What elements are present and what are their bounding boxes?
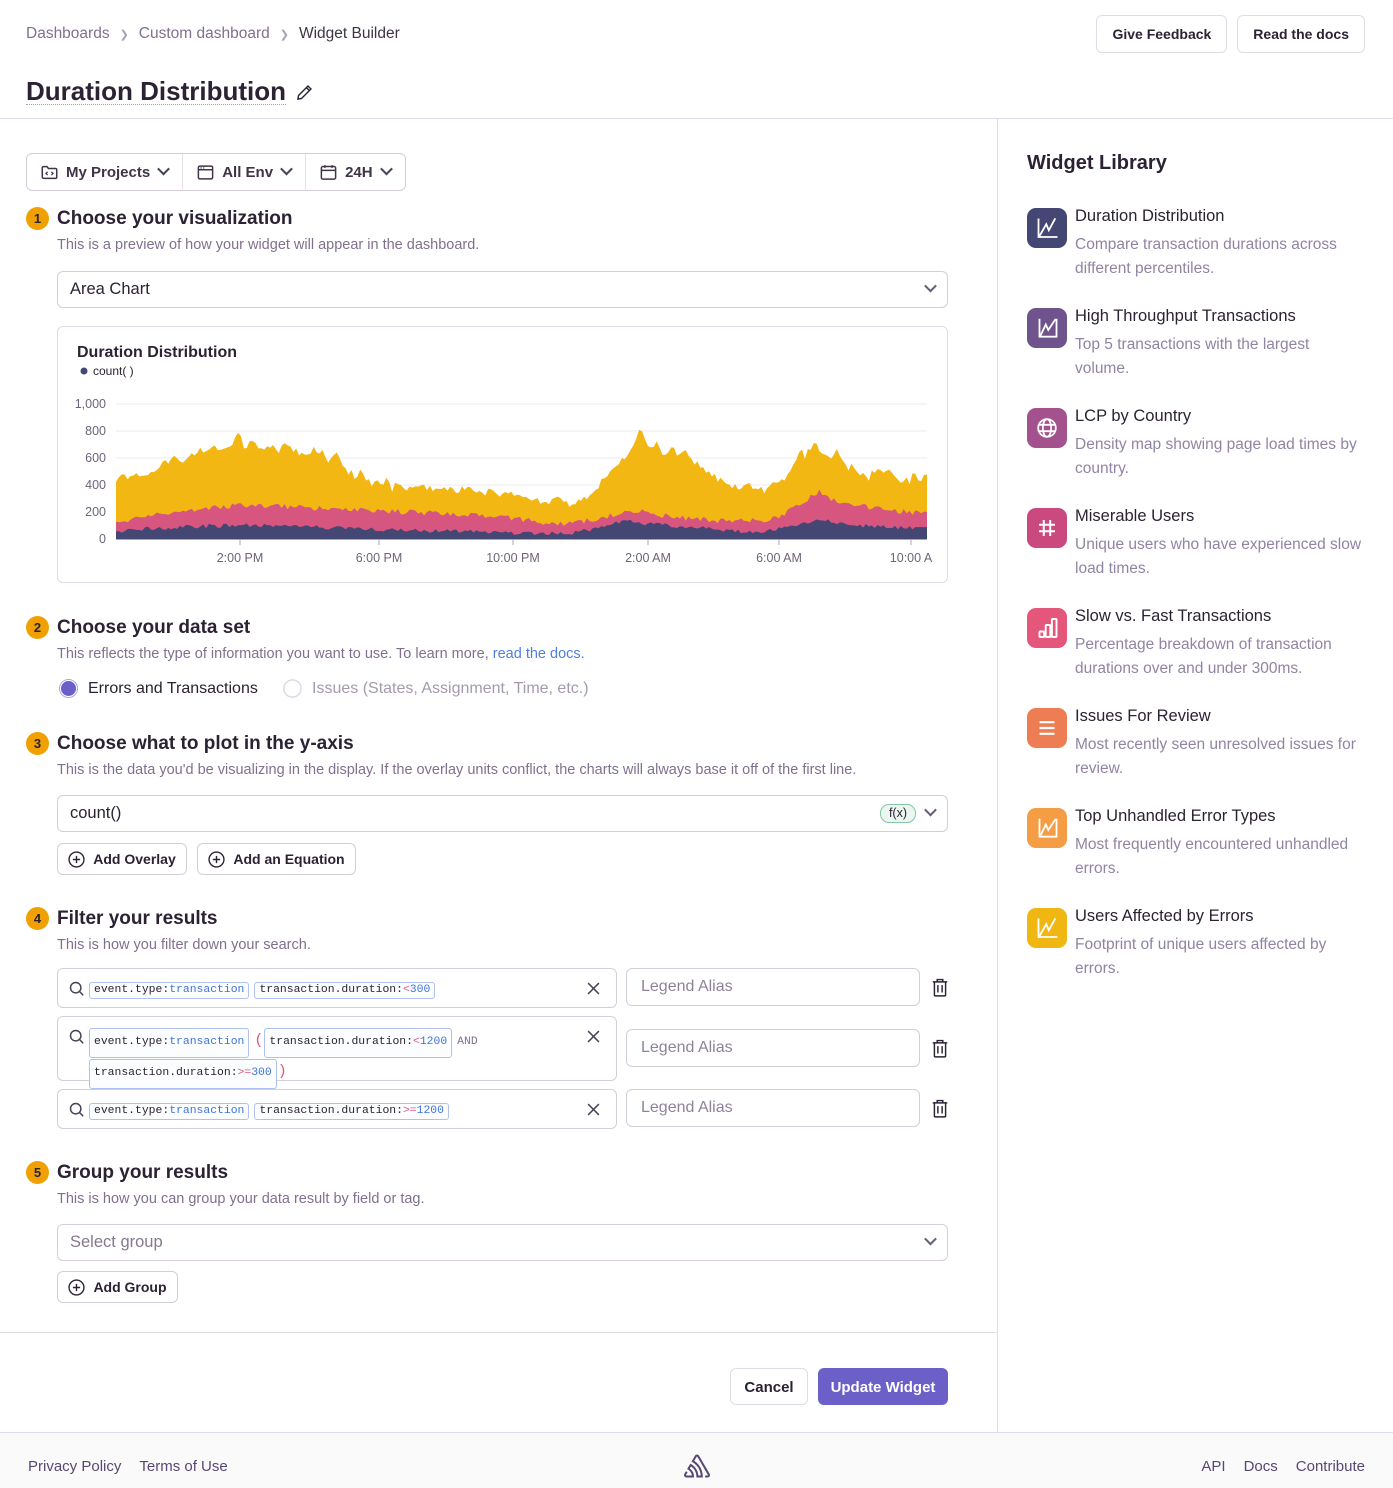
svg-text:200: 200 xyxy=(85,505,106,519)
svg-text:800: 800 xyxy=(85,424,106,438)
svg-text:600: 600 xyxy=(85,451,106,465)
svg-text:6:00 PM: 6:00 PM xyxy=(356,551,403,565)
svg-text:count( ): count( ) xyxy=(93,364,134,378)
svg-text:400: 400 xyxy=(85,478,106,492)
svg-text:10:00 A: 10:00 A xyxy=(890,551,933,565)
svg-text:10:00 PM: 10:00 PM xyxy=(486,551,540,565)
svg-text:6:00 AM: 6:00 AM xyxy=(756,551,802,565)
svg-text:2:00 AM: 2:00 AM xyxy=(625,551,671,565)
svg-text:1,000: 1,000 xyxy=(75,397,106,411)
svg-text:0: 0 xyxy=(99,532,106,546)
svg-text:2:00 PM: 2:00 PM xyxy=(217,551,264,565)
